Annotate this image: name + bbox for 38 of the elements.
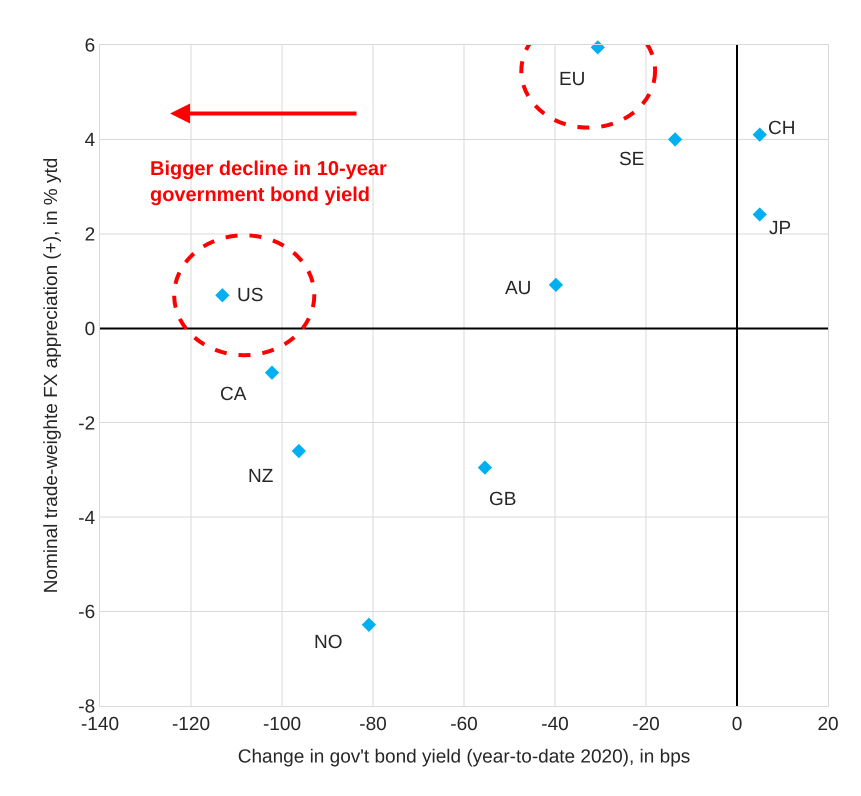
annotation: EU xyxy=(559,69,586,90)
y-axis-title: Nominal trade-weighte FX appreciation (+), in % ytd xyxy=(41,158,62,594)
point xyxy=(362,618,376,632)
point xyxy=(668,132,682,147)
point xyxy=(478,460,492,475)
point xyxy=(215,288,230,302)
x-tick-label: 20 xyxy=(817,714,839,735)
annotation: GB xyxy=(489,489,516,510)
annotation: CA xyxy=(220,384,247,405)
point xyxy=(752,128,767,142)
y-tick-label: -6 xyxy=(78,602,96,624)
annotation: NO xyxy=(314,632,342,653)
x-tick-label: -40 xyxy=(541,714,569,735)
point xyxy=(292,444,306,458)
x-tick-label: -60 xyxy=(450,714,478,735)
point xyxy=(590,40,605,55)
annotation: JP xyxy=(769,218,792,239)
y-tick-label: 4 xyxy=(84,130,96,152)
point xyxy=(752,207,767,222)
x-tick-label: -80 xyxy=(359,714,387,735)
annotation: CH xyxy=(768,118,796,139)
x-tick-label: 0 xyxy=(732,714,742,735)
annotation: Bigger decline in 10-year government bond yield xyxy=(150,158,387,206)
x-tick-label: -100 xyxy=(262,714,302,735)
y-tick-label: 2 xyxy=(84,224,96,246)
y-tick-label: -2 xyxy=(78,413,96,434)
y-tick-label: 6 xyxy=(84,36,96,57)
y-tick-label: 0 xyxy=(84,318,96,340)
annotation: SE xyxy=(619,149,644,170)
annotation: AU xyxy=(505,278,532,299)
annotation: US xyxy=(237,285,264,306)
annotation: NZ xyxy=(248,466,274,487)
x-tick-label: -120 xyxy=(172,714,210,735)
x-axis-title: Change in gov't bond yield (year-to-date 2020), in bps xyxy=(238,746,690,768)
point xyxy=(264,366,280,380)
point xyxy=(548,278,564,292)
x-tick-label: -20 xyxy=(632,714,660,735)
y-tick-label: -4 xyxy=(78,508,96,529)
